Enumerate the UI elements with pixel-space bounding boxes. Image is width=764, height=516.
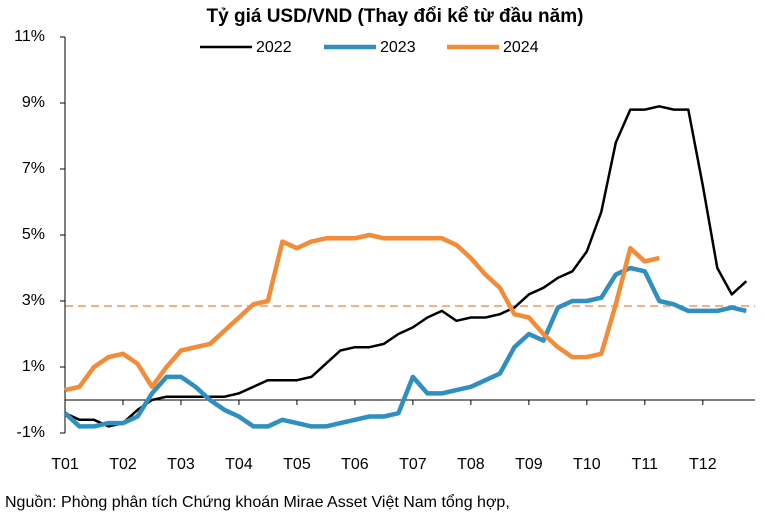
series-line [63,265,747,429]
y-tick-label: 7% [22,160,45,177]
y-tick-label: -1% [17,424,45,441]
x-tick-label: T01 [51,456,79,473]
y-tick-label: 5% [22,226,45,243]
x-tick-label: T02 [109,456,137,473]
x-tick-label: T07 [399,456,427,473]
legend-label: 2024 [503,39,539,56]
series-line [64,232,660,393]
x-tick-label: T08 [457,456,485,473]
x-tick-label: T06 [341,456,369,473]
y-tick-label: 9% [22,94,45,111]
series-line [64,105,748,428]
x-tick-label: T11 [632,456,658,473]
x-tick-label: T05 [283,456,311,473]
source: Nguồn: Phòng phân tích Chứng khoán Mirae… [5,493,510,511]
y-tick-label: 1% [22,358,45,375]
legend-label: 2023 [380,39,416,56]
x-tick-label: T09 [515,456,543,473]
y-tick-label: 11% [14,28,45,45]
legend-label: 2022 [256,39,292,56]
x-tick-label: T03 [167,456,195,473]
x-tick-label: T10 [573,456,601,473]
x-tick-label: T04 [225,456,253,473]
y-tick-label: 3% [22,292,45,309]
x-tick-label: T12 [689,456,717,473]
chart-title: Tỷ giá USD/VND (Thay đổi kể từ đầu năm) [207,6,584,27]
